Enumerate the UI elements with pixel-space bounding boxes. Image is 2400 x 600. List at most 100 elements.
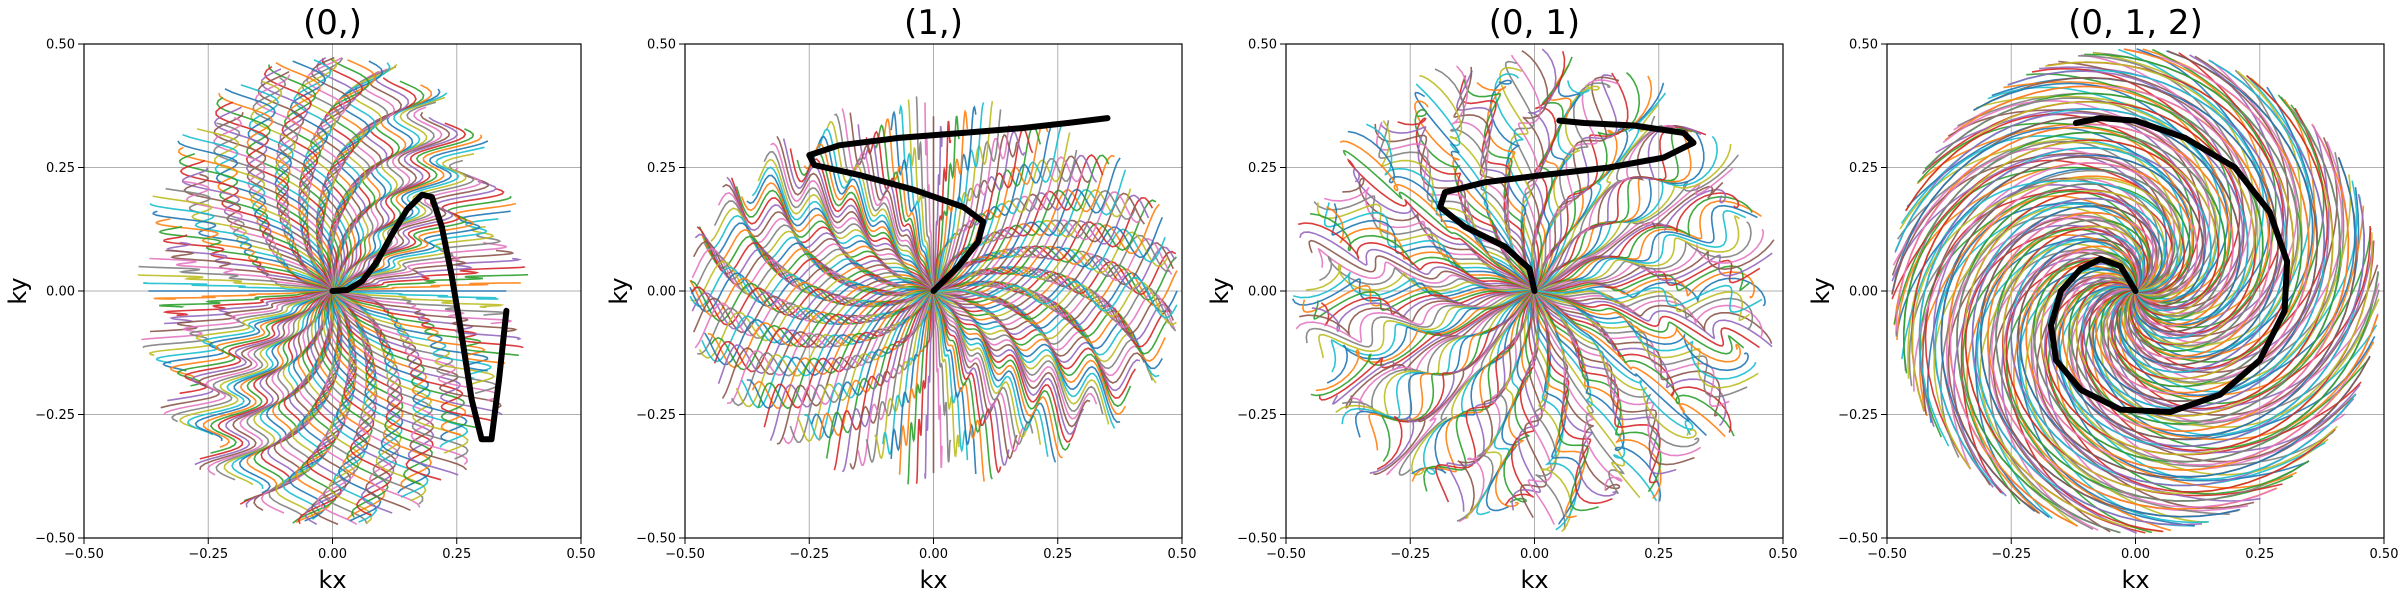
trajectory-line <box>1908 169 2181 387</box>
trajectory-line <box>1318 290 1535 401</box>
trajectory-line <box>782 290 935 445</box>
trajectory-line <box>2007 69 2265 340</box>
trajectory-line <box>1308 239 1535 292</box>
trajectory-line <box>2094 180 2358 410</box>
trajectory-line <box>194 290 334 442</box>
trajectory-line <box>751 166 934 292</box>
trajectory-line <box>2124 48 2298 359</box>
trajectory-line <box>311 290 352 526</box>
trajectory-line <box>1533 290 1697 439</box>
trajectory-line <box>803 143 935 292</box>
trajectory-line <box>182 134 334 292</box>
trajectory-line <box>1299 231 1535 292</box>
y-tick-label: −0.50 <box>636 532 676 547</box>
trajectory-line <box>1335 290 1536 418</box>
trajectory-line <box>915 290 935 484</box>
trajectory-line <box>2095 123 2350 398</box>
trajectory-line <box>1533 76 1620 292</box>
trajectory-line <box>331 290 386 520</box>
x-tick-label: 0.50 <box>2370 547 2399 562</box>
trajectory-lines <box>137 56 529 526</box>
trajectory-line <box>1894 111 2212 309</box>
trajectory-line <box>1534 290 1727 427</box>
trajectory-line <box>2118 50 2314 366</box>
trajectory-line <box>2106 77 2334 385</box>
trajectory-line <box>1944 85 2234 326</box>
trajectory-line <box>1932 183 2169 488</box>
trajectory-line <box>2100 104 2342 405</box>
trajectory-line <box>932 290 1010 466</box>
trajectory-line <box>162 290 333 317</box>
trajectory-line <box>331 290 469 448</box>
trajectory-line <box>331 290 442 481</box>
trajectory-line <box>1534 290 1764 338</box>
trajectory-line <box>1534 290 1760 349</box>
trajectory-line <box>933 192 1146 292</box>
y-tick-label: 0.50 <box>1248 38 1277 53</box>
x-tick-label: 0.00 <box>919 547 948 562</box>
trajectory-line <box>1378 120 1536 292</box>
trajectory-line <box>1979 225 2163 533</box>
trajectory-line <box>1895 154 2191 337</box>
trajectory-line <box>1331 290 1535 405</box>
trajectory-line <box>1976 232 2195 527</box>
trajectory-line <box>1911 177 2182 411</box>
x-axis-label: kx <box>318 566 346 594</box>
trajectory-line <box>1533 290 1621 491</box>
trajectory-line <box>890 290 935 459</box>
trajectory-line <box>1534 290 1773 344</box>
y-tick-label: −0.25 <box>1838 408 1878 423</box>
trajectory-line <box>2080 54 2272 344</box>
trajectory-line <box>155 290 333 364</box>
trajectory-line <box>932 109 969 292</box>
trajectory-line <box>932 290 952 463</box>
trajectory-line <box>1385 290 1536 476</box>
y-tick-label: 0.00 <box>1849 285 1878 300</box>
trajectory-line <box>825 120 935 292</box>
highlighted-trajectory <box>806 115 1111 294</box>
trajectory-line <box>932 125 1010 292</box>
trajectory-line <box>1347 130 1536 292</box>
x-tick-label: 0.00 <box>318 547 347 562</box>
x-tick-label: −0.25 <box>1390 547 1430 562</box>
trajectory-line <box>332 290 505 309</box>
y-tick-label: −0.50 <box>1838 532 1878 547</box>
trajectory-line <box>2058 285 2376 441</box>
trajectory-line <box>331 290 395 514</box>
trajectory-line <box>1973 76 2245 333</box>
trajectory-line <box>2010 239 2209 524</box>
trajectory-line <box>932 290 1078 443</box>
trajectory-line <box>331 116 459 292</box>
y-tick-label: 0.00 <box>1248 285 1277 300</box>
trajectory-line <box>332 180 498 292</box>
trajectory-line <box>149 257 333 292</box>
trajectory-line <box>332 273 529 292</box>
trajectory-line <box>933 234 1170 292</box>
trajectory-line <box>932 100 994 292</box>
chart-title: (0,) <box>303 3 362 43</box>
trajectory-line <box>933 290 1173 341</box>
y-tick-label: −0.50 <box>35 532 75 547</box>
trajectory-line <box>1912 162 2176 392</box>
trajectory-line <box>703 222 934 292</box>
trajectory-line <box>1893 126 2199 326</box>
x-tick-label: −0.25 <box>789 547 829 562</box>
subplot-2: −0.50−0.50 −0.25 −0.25 0.00 0.00 0.25 0.25 0.50… <box>605 3 1196 594</box>
trajectory-line <box>1902 140 2192 371</box>
trajectory-line <box>1534 290 1748 398</box>
trajectory-line <box>1534 284 1763 314</box>
y-axis-label: ky <box>605 277 633 304</box>
trajectory-line <box>1940 182 2161 458</box>
trajectory-line <box>1924 92 2233 322</box>
trajectory-line <box>331 290 421 508</box>
trajectory-line <box>260 290 334 514</box>
y-tick-label: 0.25 <box>1849 161 1878 176</box>
trajectory-line <box>165 249 333 292</box>
y-tick-label: 0.50 <box>1849 38 1878 53</box>
trajectory-line <box>932 122 1049 292</box>
y-tick-label: −0.25 <box>35 408 75 423</box>
trajectory-line <box>332 290 512 325</box>
trajectory-line <box>137 273 333 292</box>
trajectory-line <box>932 290 943 469</box>
trajectory-line <box>2012 245 2278 510</box>
